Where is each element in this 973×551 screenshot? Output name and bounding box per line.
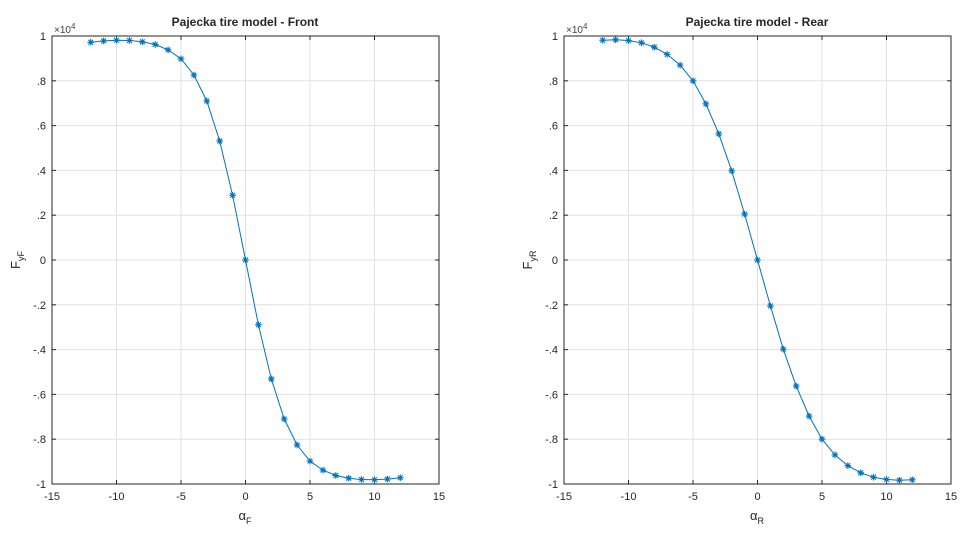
y-axis-label: FyR	[520, 250, 538, 269]
y-axis-multiplier: ×104	[566, 22, 588, 36]
y-tick-label: -.6	[33, 389, 46, 401]
data-point	[113, 36, 120, 44]
data-point	[397, 474, 404, 482]
y-tick-label: .2	[37, 210, 46, 222]
data-point	[676, 61, 684, 69]
data-point	[767, 302, 774, 310]
data-point	[883, 476, 890, 483]
y-axis-label: FyF	[8, 251, 26, 269]
data-point	[780, 345, 787, 353]
data-point	[909, 476, 916, 484]
y-tick-label: .6	[37, 121, 46, 133]
data-point	[216, 137, 223, 145]
data-point	[332, 472, 340, 479]
y-tick-label: -.8	[33, 434, 46, 446]
x-tick-label: 15	[433, 491, 445, 503]
data-point	[190, 71, 198, 79]
y-tick-label: -1	[548, 479, 558, 491]
data-point	[268, 375, 275, 383]
y-tick-label: .4	[549, 165, 558, 177]
y-tick-label: .4	[37, 165, 46, 177]
x-tick-label: -15	[44, 491, 60, 503]
data-point	[100, 37, 107, 45]
x-tick-label: -15	[556, 491, 572, 503]
data-point	[792, 382, 800, 390]
data-point	[255, 321, 262, 329]
x-tick-label: 15	[945, 491, 957, 503]
y-tick-label: .8	[549, 76, 558, 88]
data-point	[293, 441, 301, 449]
y-tick-label: .2	[549, 210, 558, 222]
data-point	[728, 167, 735, 175]
data-point	[831, 451, 839, 459]
data-point	[870, 473, 877, 481]
chart-title: Pajecka tire model - Rear	[686, 15, 829, 29]
data-point	[689, 77, 697, 85]
data-point	[857, 469, 864, 477]
y-axis-multiplier: ×104	[54, 22, 76, 36]
y-tick-label: 0	[552, 255, 558, 267]
data-point	[663, 51, 671, 58]
x-tick-label: -10	[621, 491, 637, 503]
data-point	[280, 415, 288, 423]
data-point	[242, 256, 249, 264]
y-tick-label: 0	[40, 255, 46, 267]
x-tick-label: -5	[688, 491, 698, 503]
x-tick-label: 10	[880, 491, 892, 503]
x-axis-label: αF	[238, 508, 252, 526]
data-point	[345, 474, 352, 482]
chart-title: Pajecka tire model - Front	[172, 15, 319, 29]
x-tick-label: 0	[242, 491, 248, 503]
x-tick-label: 5	[819, 491, 825, 503]
data-point	[177, 55, 185, 63]
y-tick-label: 1	[40, 31, 46, 43]
data-point	[741, 210, 748, 218]
data-point	[702, 100, 710, 108]
y-tick-label: .8	[37, 76, 46, 88]
data-point	[151, 41, 159, 48]
data-point	[371, 476, 378, 484]
x-axis-label: αR	[750, 508, 765, 526]
y-tick-label: -.2	[33, 300, 46, 312]
y-tick-label: 1	[552, 31, 558, 43]
y-tick-label: -.4	[545, 345, 558, 357]
data-point	[384, 475, 391, 483]
data-point	[612, 36, 619, 44]
y-tick-label: .6	[549, 121, 558, 133]
data-point	[87, 38, 94, 46]
data-point	[358, 476, 365, 483]
data-point	[319, 466, 327, 474]
chart-front: -15 -10 -5 0 5 10 15 -1 -.8 -.6 -.4 -.2 0 .2 .4 .6 .8 1 ×1…	[8, 15, 445, 526]
data-point	[625, 37, 632, 44]
data-point	[651, 43, 658, 51]
data-point	[805, 412, 813, 420]
data-point	[818, 435, 826, 443]
y-tick-label: -.6	[545, 389, 558, 401]
x-tick-label: 10	[368, 491, 380, 503]
data-point	[715, 130, 723, 138]
data-point	[599, 36, 606, 44]
x-tick-label: 5	[307, 491, 313, 503]
data-point	[229, 191, 236, 199]
data-point	[126, 37, 133, 44]
y-tick-label: -.8	[545, 434, 558, 446]
data-point	[638, 39, 645, 47]
y-tick-label: -.2	[545, 300, 558, 312]
x-tick-label: -5	[176, 491, 186, 503]
data-point	[203, 97, 211, 105]
y-tick-label: -.4	[33, 345, 46, 357]
data-point	[164, 46, 172, 54]
x-tick-label: -10	[109, 491, 125, 503]
data-point	[896, 476, 903, 484]
data-point	[139, 38, 146, 46]
data-point	[844, 462, 852, 469]
x-tick-label: 0	[754, 491, 760, 503]
chart-rear: -15 -10 -5 0 5 10 15 -1 -.8 -.6 -.4 -.2 0 .2 .4 .6 .8 1 ×1…	[520, 15, 957, 526]
data-point	[754, 256, 761, 264]
y-tick-label: -1	[36, 479, 46, 491]
data-point	[306, 457, 314, 465]
